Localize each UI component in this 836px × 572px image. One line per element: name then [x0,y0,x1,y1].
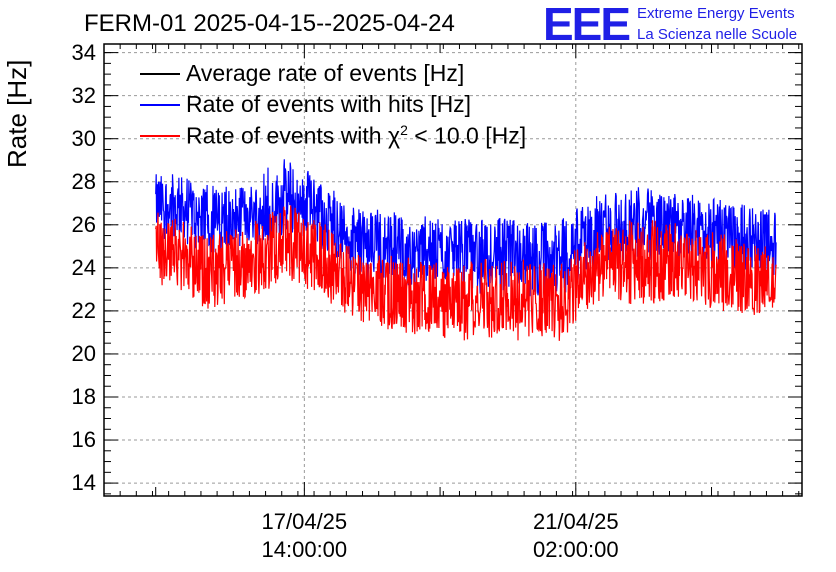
legend-label-avg: Average rate of events [Hz] [186,60,465,86]
legend-label-chi2: Rate of events with χ2 < 10.0 [Hz] [186,122,526,150]
logo-caption-line2: La Scienza nelle Scuole [637,26,798,43]
legend: Average rate of events [Hz] Rate of even… [140,58,526,151]
legend-chi2-suffix: < 10.0 [Hz] [407,122,527,149]
x-tick-time: 02:00:00 [532,537,619,562]
legend-chi2-exp: 2 [400,121,408,138]
y-tick-label: 18 [71,383,96,409]
x-tick-date: 21/04/25 [532,509,619,534]
logo-caption: Extreme Energy Events La Scienza nelle S… [637,3,797,45]
x-tick-label: 21/04/25 02:00:00 [506,508,646,564]
legend-swatch-avg [140,72,180,75]
legend-entry-chi2: Rate of events with χ2 < 10.0 [Hz] [140,120,526,151]
legend-label-hits: Rate of events with hits [Hz] [186,91,472,117]
y-tick-label: 30 [71,125,96,151]
y-tick-label: 16 [71,427,96,453]
eee-logo: EEE [543,0,631,50]
y-tick-label: 24 [71,254,96,280]
y-tick-label: 14 [71,470,96,496]
series-line-hits [155,159,777,297]
legend-chi2-prefix: Rate of events with [186,122,388,149]
chart-title: FERM-01 2025-04-15--2025-04-24 [84,10,455,37]
y-tick-label: 26 [71,211,96,237]
legend-entry-hits: Rate of events with hits [Hz] [140,89,526,120]
x-tick-date: 17/04/25 [261,509,348,534]
legend-swatch-hits [140,103,180,106]
y-axis-label: Rate [Hz] [2,59,32,168]
y-tick-label: 28 [71,168,96,194]
y-tick-label: 22 [71,297,96,323]
legend-entry-avg: Average rate of events [Hz] [140,58,526,89]
series-line-chi2 [155,205,777,341]
y-tick-label: 32 [71,82,96,108]
legend-swatch-chi2 [140,134,180,137]
legend-chi2-symbol: χ [388,122,401,149]
y-tick-label: 20 [71,340,96,366]
y-tick-label: 34 [71,39,96,65]
logo-caption-line1: Extreme Energy Events [637,5,795,22]
x-tick-label: 17/04/25 14:00:00 [234,508,374,564]
x-tick-time: 14:00:00 [261,537,348,562]
plot-frame [103,43,803,497]
